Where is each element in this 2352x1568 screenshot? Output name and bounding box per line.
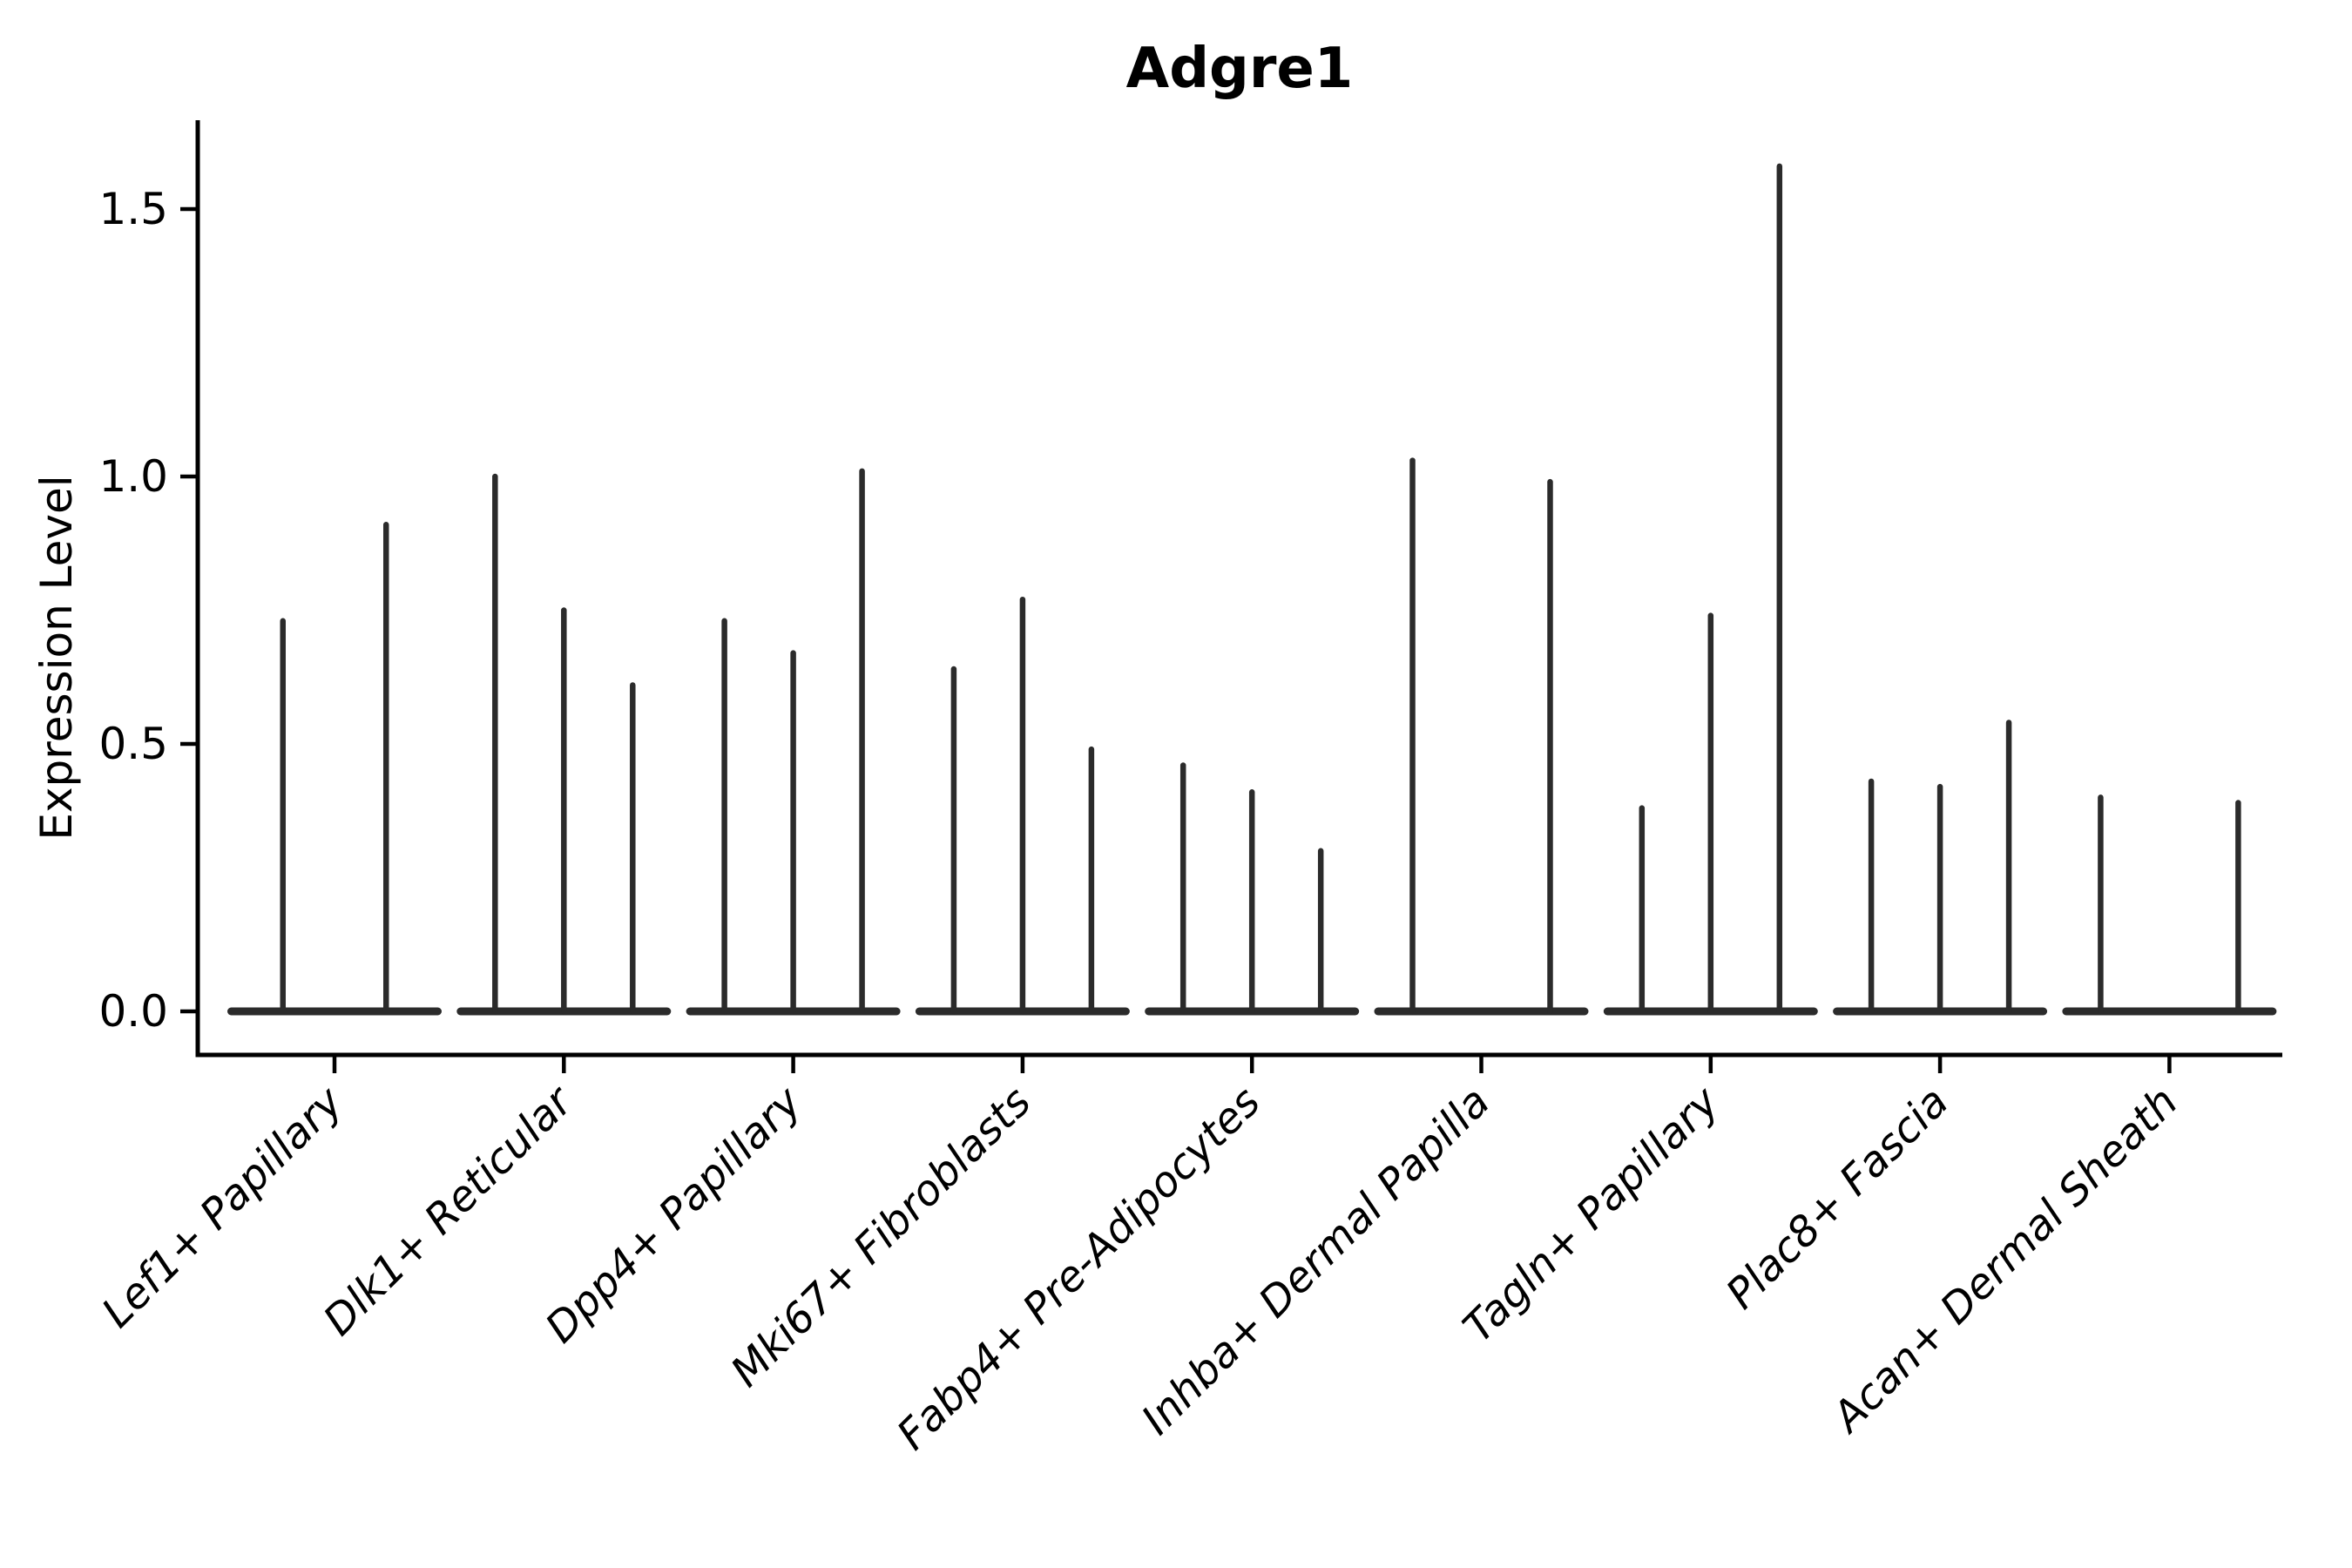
x-category-label: Dlk1+ Reticular (314, 1076, 585, 1346)
plot-title: Adgre1 (1125, 37, 1354, 101)
x-category-label: Dpp4+ Papillary (536, 1077, 811, 1352)
x-category-label: Lef1+ Papillary (92, 1077, 353, 1337)
y-axis-title: Expression Level (31, 475, 82, 841)
x-category-label: Fabp4+ Pre-Adipocytes (888, 1078, 1270, 1460)
y-tick-label: 0.0 (98, 986, 168, 1037)
x-category-label: Plac8+ Fascia (1717, 1078, 1958, 1319)
x-category-label: Tagln+ Papillary (1454, 1077, 1729, 1352)
y-tick-label: 1.5 (98, 184, 168, 234)
y-tick-label: 1.0 (98, 451, 168, 502)
y-tick-label: 0.5 (98, 719, 168, 769)
